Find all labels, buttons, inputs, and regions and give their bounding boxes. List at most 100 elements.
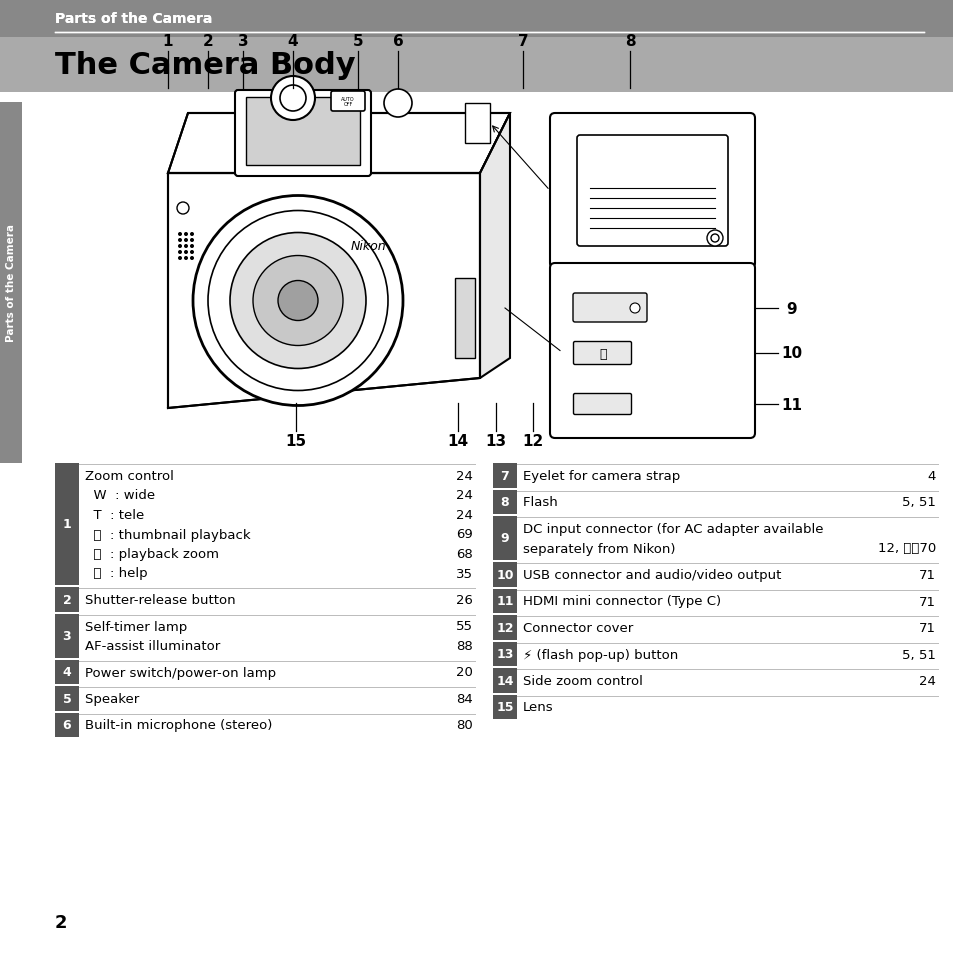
Circle shape xyxy=(184,256,188,261)
Circle shape xyxy=(184,233,188,236)
Text: 12, 🔎🔎70: 12, 🔎🔎70 xyxy=(877,542,935,555)
FancyBboxPatch shape xyxy=(550,113,754,269)
Circle shape xyxy=(280,86,306,112)
Circle shape xyxy=(253,256,343,346)
Text: T  : tele: T : tele xyxy=(85,509,149,521)
Circle shape xyxy=(706,231,722,247)
Text: 14: 14 xyxy=(496,674,514,687)
Text: 3: 3 xyxy=(63,629,71,642)
FancyBboxPatch shape xyxy=(331,91,365,112)
Text: 24: 24 xyxy=(456,489,473,502)
Bar xyxy=(493,641,517,666)
Text: 1: 1 xyxy=(163,34,173,49)
Text: 4: 4 xyxy=(926,470,935,482)
Text: Parts of the Camera: Parts of the Camera xyxy=(6,224,16,342)
Text: 4: 4 xyxy=(288,34,298,49)
Text: Self-timer lamp: Self-timer lamp xyxy=(85,619,187,633)
Text: 24: 24 xyxy=(456,509,473,521)
Bar xyxy=(55,659,79,684)
Text: 11: 11 xyxy=(496,595,514,608)
Circle shape xyxy=(184,245,188,249)
Bar xyxy=(493,562,517,587)
Bar xyxy=(493,695,517,720)
FancyBboxPatch shape xyxy=(234,91,371,177)
Circle shape xyxy=(230,233,366,369)
Text: 24: 24 xyxy=(918,675,935,687)
Text: 26: 26 xyxy=(456,594,473,606)
Circle shape xyxy=(178,239,182,243)
Text: 9: 9 xyxy=(786,301,797,316)
Circle shape xyxy=(190,245,193,249)
Bar xyxy=(246,98,359,166)
Bar xyxy=(464,104,490,144)
Text: 2: 2 xyxy=(55,913,68,931)
Bar xyxy=(493,463,517,488)
Text: Nikon: Nikon xyxy=(350,240,385,253)
FancyBboxPatch shape xyxy=(573,294,646,323)
Text: 8: 8 xyxy=(624,34,635,49)
Polygon shape xyxy=(168,113,510,173)
Circle shape xyxy=(190,239,193,243)
Bar xyxy=(55,614,79,658)
Text: Speaker: Speaker xyxy=(85,692,143,705)
Bar xyxy=(55,713,79,738)
Circle shape xyxy=(178,256,182,261)
Text: 5, 51: 5, 51 xyxy=(902,648,935,660)
Text: Connector cover: Connector cover xyxy=(522,621,633,635)
Text: Power switch/power-on lamp: Power switch/power-on lamp xyxy=(85,666,275,679)
Text: 1: 1 xyxy=(63,518,71,531)
Text: 7: 7 xyxy=(517,34,528,49)
Text: 8: 8 xyxy=(500,496,509,509)
Text: Eyelet for camera strap: Eyelet for camera strap xyxy=(522,470,679,482)
Text: USB connector and audio/video output: USB connector and audio/video output xyxy=(522,568,781,581)
Text: 68: 68 xyxy=(456,547,473,560)
Bar xyxy=(493,517,517,560)
Text: 13: 13 xyxy=(496,648,513,660)
Bar xyxy=(0,0,953,92)
Text: 5, 51: 5, 51 xyxy=(902,496,935,509)
Bar xyxy=(493,490,517,515)
FancyBboxPatch shape xyxy=(573,395,631,416)
Bar xyxy=(0,103,22,463)
Text: AUTO
OFF: AUTO OFF xyxy=(341,96,355,108)
Circle shape xyxy=(208,212,388,391)
Text: 9: 9 xyxy=(500,532,509,545)
FancyBboxPatch shape xyxy=(577,136,727,247)
Text: Lens: Lens xyxy=(522,700,553,714)
Text: ⚡ (flash pop-up) button: ⚡ (flash pop-up) button xyxy=(522,648,678,660)
Circle shape xyxy=(710,234,719,243)
Text: Flash: Flash xyxy=(522,496,561,509)
Text: separately from Nikon): separately from Nikon) xyxy=(522,542,675,555)
Bar xyxy=(0,0,953,38)
Text: 6: 6 xyxy=(63,719,71,732)
Text: Shutter-release button: Shutter-release button xyxy=(85,594,235,606)
Text: AF-assist illuminator: AF-assist illuminator xyxy=(85,639,220,652)
Text: Zoom control: Zoom control xyxy=(85,470,173,482)
Text: 11: 11 xyxy=(781,397,801,412)
Text: 13: 13 xyxy=(485,434,506,449)
Text: 84: 84 xyxy=(456,692,473,705)
Text: HDMI mini connector (Type C): HDMI mini connector (Type C) xyxy=(522,595,720,608)
Polygon shape xyxy=(479,113,510,378)
Bar xyxy=(493,589,517,614)
Circle shape xyxy=(178,245,182,249)
Circle shape xyxy=(271,77,314,121)
Text: 10: 10 xyxy=(496,568,514,581)
Polygon shape xyxy=(168,173,479,409)
Text: 80: 80 xyxy=(456,719,473,732)
Text: 55: 55 xyxy=(456,619,473,633)
Text: 🔍  : playback zoom: 🔍 : playback zoom xyxy=(85,547,219,560)
Circle shape xyxy=(190,256,193,261)
Text: 88: 88 xyxy=(456,639,473,652)
Text: W  : wide: W : wide xyxy=(85,489,159,502)
Text: 71: 71 xyxy=(918,621,935,635)
Text: ⯈  : thumbnail playback: ⯈ : thumbnail playback xyxy=(85,528,251,541)
Text: DC input connector (for AC adapter available: DC input connector (for AC adapter avail… xyxy=(522,522,822,536)
Text: 12: 12 xyxy=(522,434,543,449)
Circle shape xyxy=(190,233,193,236)
Circle shape xyxy=(177,203,189,214)
Bar xyxy=(55,463,79,585)
Text: 69: 69 xyxy=(456,528,473,541)
Bar xyxy=(55,686,79,711)
Text: 5: 5 xyxy=(63,692,71,705)
